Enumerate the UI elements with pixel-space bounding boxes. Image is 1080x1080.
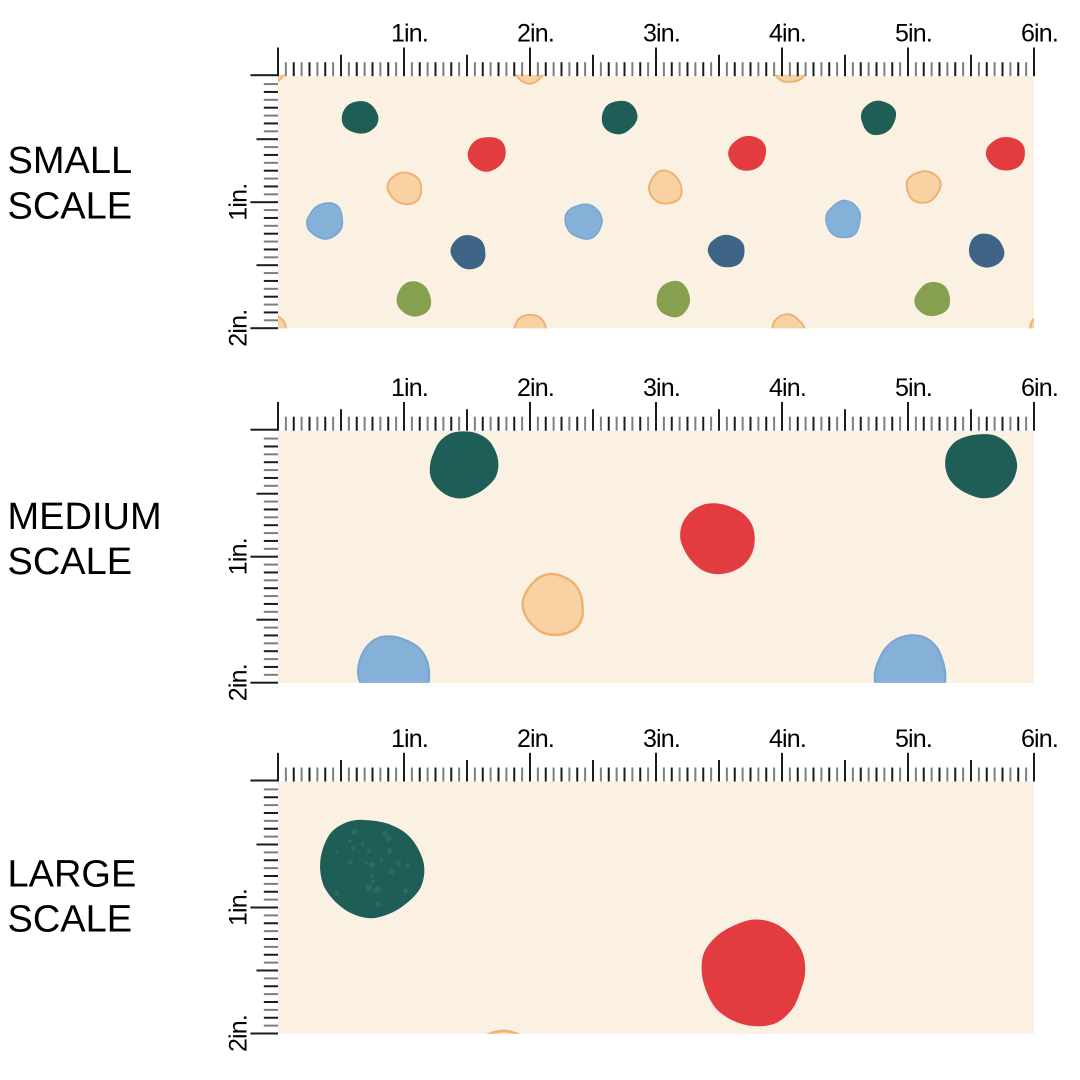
svg-text:SMALL: SMALL (8, 140, 133, 182)
svg-text:4in.: 4in. (769, 20, 806, 48)
svg-text:2in.: 2in. (517, 374, 554, 402)
svg-text:6in.: 6in. (1021, 20, 1058, 48)
svg-text:5in.: 5in. (895, 20, 932, 48)
svg-text:SCALE: SCALE (8, 899, 133, 941)
svg-text:4in.: 4in. (769, 725, 806, 753)
svg-text:2in.: 2in. (517, 725, 554, 753)
svg-text:3in.: 3in. (643, 725, 680, 753)
svg-text:3in.: 3in. (643, 20, 680, 48)
svg-text:5in.: 5in. (895, 374, 932, 402)
svg-text:6in.: 6in. (1021, 725, 1058, 753)
svg-text:2in.: 2in. (225, 1015, 253, 1052)
svg-text:1in.: 1in. (391, 20, 428, 48)
svg-text:SCALE: SCALE (8, 541, 133, 583)
svg-text:1in.: 1in. (391, 725, 428, 753)
svg-text:6in.: 6in. (1021, 374, 1058, 402)
svg-text:2in.: 2in. (225, 310, 253, 347)
svg-text:5in.: 5in. (895, 725, 932, 753)
svg-text:1in.: 1in. (225, 184, 253, 221)
svg-text:3in.: 3in. (643, 374, 680, 402)
svg-text:1in.: 1in. (391, 374, 428, 402)
svg-text:4in.: 4in. (769, 374, 806, 402)
svg-text:1in.: 1in. (225, 889, 253, 926)
svg-text:MEDIUM: MEDIUM (8, 496, 162, 538)
svg-text:SCALE: SCALE (8, 186, 133, 228)
svg-text:2in.: 2in. (225, 664, 253, 701)
svg-text:2in.: 2in. (517, 20, 554, 48)
svg-text:LARGE: LARGE (8, 854, 137, 896)
svg-text:1in.: 1in. (225, 538, 253, 575)
